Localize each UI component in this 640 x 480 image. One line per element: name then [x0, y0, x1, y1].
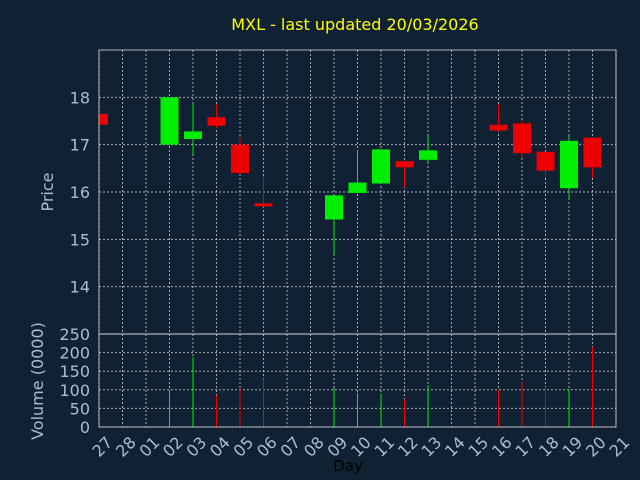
- volume-tick-label: 250: [59, 325, 90, 344]
- candle-body: [348, 182, 367, 193]
- candle-body: [513, 123, 531, 154]
- candle-body: [560, 140, 578, 189]
- candle-body: [419, 150, 437, 160]
- chart-title: MXL - last updated 20/03/2026: [231, 15, 478, 34]
- candle-body: [583, 137, 602, 168]
- candle-body: [325, 195, 343, 220]
- candle-body: [99, 113, 108, 125]
- volume-series: [169, 347, 593, 427]
- price-tick-label: 17: [70, 136, 90, 155]
- x-axis-label: Day: [333, 457, 363, 475]
- candle-body: [184, 131, 202, 139]
- candle-body: [536, 151, 555, 171]
- candle-body: [395, 161, 414, 168]
- volume-tick-label: 0: [80, 418, 90, 437]
- price-tick-label: 18: [70, 88, 90, 107]
- candle-body: [489, 124, 508, 131]
- volume-tick-label: 50: [70, 399, 90, 418]
- volume-plot-frame: [98, 333, 617, 428]
- price-tick-label: 15: [70, 230, 90, 249]
- volume-tick-label: 200: [59, 344, 90, 363]
- volume-tick-label: 150: [59, 362, 90, 381]
- price-tick-labels: 14 15 16 17 18: [70, 88, 90, 296]
- volume-axis-label: Volume (0000): [28, 322, 47, 440]
- candle-series: [98, 97, 602, 255]
- candle-body: [254, 203, 273, 207]
- volume-tick-label: 100: [59, 381, 90, 400]
- candle-body: [231, 144, 249, 174]
- price-tick-label: 14: [70, 278, 90, 297]
- price-tick-label: 16: [70, 183, 90, 202]
- price-axis-label: Price: [38, 172, 57, 211]
- candle-body: [372, 149, 390, 184]
- candle-body: [160, 97, 179, 145]
- candle-body: [207, 117, 226, 126]
